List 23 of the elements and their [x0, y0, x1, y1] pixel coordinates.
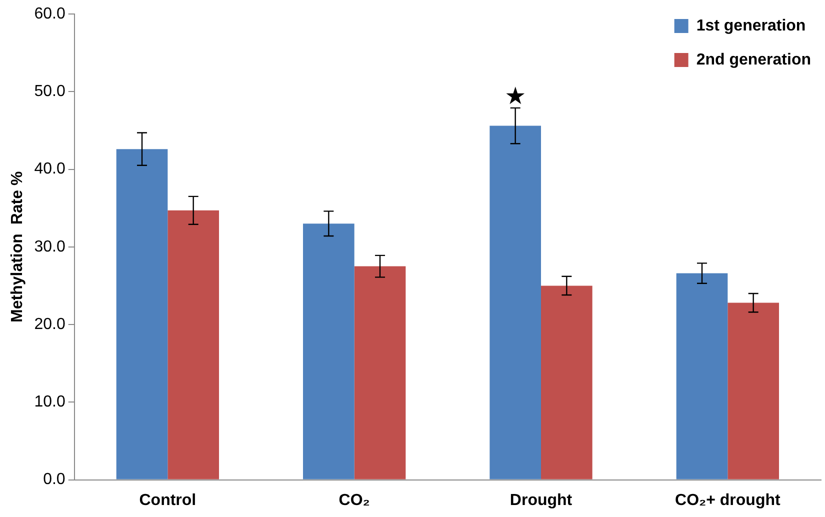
legend-label: 1st generation [696, 17, 806, 34]
y-tick-label: 0.0 [43, 471, 66, 488]
y-tick-label: 50.0 [34, 83, 66, 100]
y-tick-label: 20.0 [34, 316, 66, 333]
legend-label: 2nd generation [696, 51, 812, 68]
bar [541, 286, 592, 480]
x-tick-label: Drought [510, 492, 573, 509]
bar [490, 126, 542, 480]
bar [303, 224, 354, 480]
y-tick-label: 10.0 [34, 394, 66, 411]
bar [676, 273, 728, 480]
bar [116, 149, 168, 480]
bar [354, 266, 406, 480]
bar [168, 210, 220, 480]
x-tick-label: CO₂+ drought [675, 492, 781, 509]
y-axis-title: Methylation Rate % [9, 171, 26, 322]
x-tick-label: Control [139, 492, 196, 509]
y-tick-label: 40.0 [34, 160, 66, 178]
bar [728, 302, 779, 480]
y-tick-label: 60.0 [34, 5, 66, 22]
y-tick-label: 30.0 [34, 238, 66, 256]
x-tick-label: CO₂ [338, 492, 370, 509]
annotation: ★ [504, 82, 526, 110]
